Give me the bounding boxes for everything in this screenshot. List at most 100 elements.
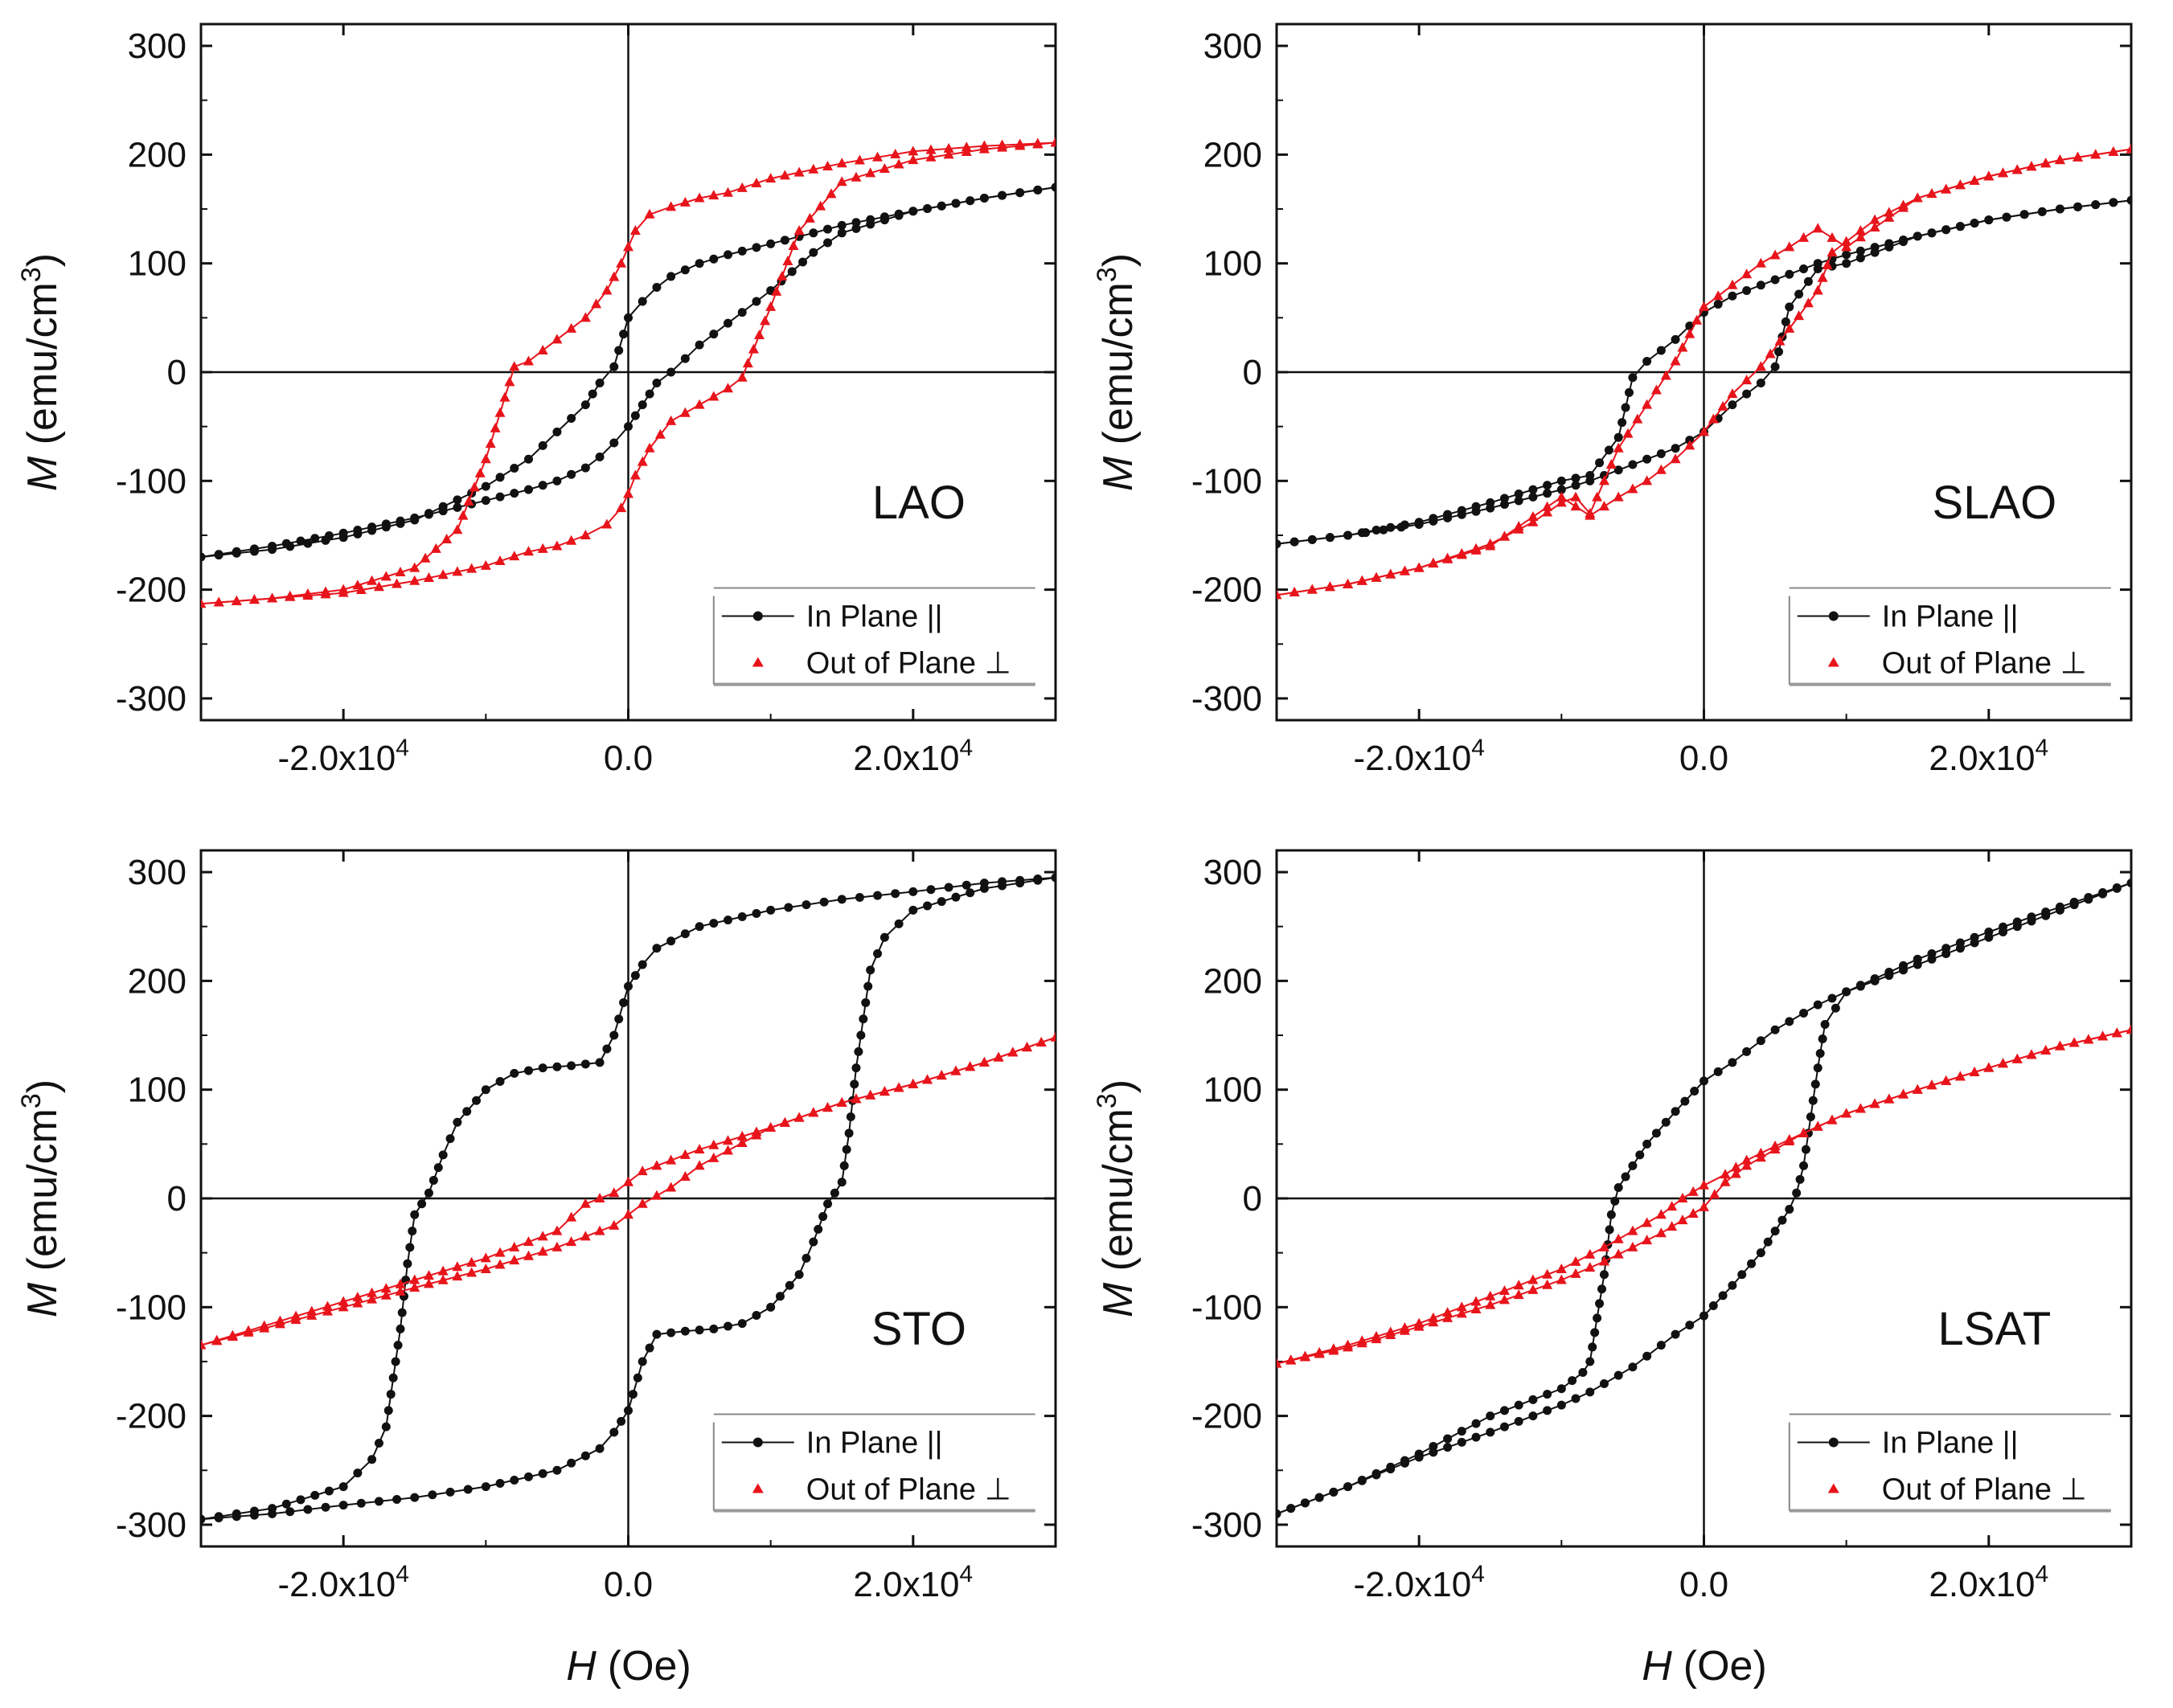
data-point-circle xyxy=(1680,1096,1690,1106)
data-point-triangle xyxy=(551,334,563,344)
data-point-circle xyxy=(1604,445,1613,455)
data-point-triangle xyxy=(494,407,506,417)
data-point-triangle xyxy=(1755,361,1766,371)
data-point-circle xyxy=(1314,1493,1324,1502)
x-tick-exponent: 4 xyxy=(960,1561,974,1587)
data-point-circle xyxy=(374,1497,383,1506)
data-point-circle xyxy=(624,981,633,991)
data-point-triangle xyxy=(494,1259,506,1269)
data-point-triangle xyxy=(1884,211,1895,222)
data-point-circle xyxy=(462,1107,472,1116)
panel-label: LSAT xyxy=(1938,1303,2052,1355)
data-point-circle xyxy=(666,936,676,946)
data-point-circle xyxy=(798,257,808,267)
data-point-triangle xyxy=(1812,285,1823,295)
y-tick-label: 300 xyxy=(1203,27,1262,66)
data-point-triangle xyxy=(1684,328,1695,338)
data-point-circle xyxy=(1543,1406,1552,1415)
data-point-circle xyxy=(724,915,733,925)
data-point-circle xyxy=(879,932,889,942)
data-point-triangle xyxy=(2011,1053,2023,1063)
data-point-triangle xyxy=(1670,453,1681,464)
data-point-circle xyxy=(523,1066,533,1075)
data-point-circle xyxy=(552,427,562,436)
data-point-circle xyxy=(232,1512,241,1522)
data-point-triangle xyxy=(1442,553,1453,563)
legend: In Plane || Out of Plane ⊥ xyxy=(1788,1413,2111,1513)
data-point-circle xyxy=(819,897,829,907)
data-point-triangle xyxy=(865,167,876,178)
data-point-circle xyxy=(495,473,505,482)
data-point-circle xyxy=(1642,356,1652,366)
data-point-triangle xyxy=(551,1241,563,1251)
data-point-triangle xyxy=(1869,1098,1880,1108)
data-point-triangle xyxy=(1784,1135,1795,1145)
y-axis-title: M (emu/cm3) xyxy=(1092,1079,1142,1317)
y-tick-label: 100 xyxy=(1203,244,1262,284)
data-point-circle xyxy=(1528,492,1538,502)
data-point-circle xyxy=(367,1455,377,1464)
data-point-triangle xyxy=(1613,442,1624,453)
data-point-circle xyxy=(1813,264,1822,273)
data-point-triangle xyxy=(352,1297,363,1308)
data-point-circle xyxy=(386,1390,396,1399)
data-point-triangle xyxy=(1007,1047,1019,1057)
data-point-circle xyxy=(787,267,797,276)
data-point-circle xyxy=(1708,1301,1718,1311)
panel-label: STO xyxy=(871,1303,966,1355)
data-point-triangle xyxy=(509,551,520,561)
data-point-circle xyxy=(979,883,989,893)
x-axis-title-italic: H xyxy=(566,1643,597,1690)
x-tick-label: -2.0x104 xyxy=(277,1561,408,1604)
y-tick-label: 200 xyxy=(1203,135,1262,174)
data-point-circle xyxy=(961,880,971,890)
data-point-circle xyxy=(1794,289,1804,299)
data-point-circle xyxy=(374,1438,383,1448)
data-point-triangle xyxy=(1677,1193,1688,1202)
data-point-triangle xyxy=(1613,1248,1624,1259)
y-tick-label: -200 xyxy=(1191,571,1262,610)
legend-in-plane-marker xyxy=(752,1437,763,1448)
data-point-circle xyxy=(1799,1009,1809,1018)
data-point-triangle xyxy=(765,173,777,183)
data-point-triangle xyxy=(788,240,799,251)
data-point-triangle xyxy=(457,510,469,520)
data-point-triangle xyxy=(1827,247,1838,257)
data-point-circle xyxy=(1685,1321,1695,1330)
data-point-circle xyxy=(1774,347,1784,357)
data-point-triangle xyxy=(1627,1241,1638,1251)
data-point-circle xyxy=(595,453,605,462)
data-point-circle xyxy=(1770,1025,1780,1034)
data-point-triangle xyxy=(666,201,677,211)
data-point-circle xyxy=(1371,525,1381,535)
data-point-triangle xyxy=(551,540,563,551)
data-point-triangle xyxy=(373,581,384,592)
data-point-circle xyxy=(510,1068,519,1078)
data-point-circle xyxy=(709,1324,719,1333)
data-point-triangle xyxy=(1822,259,1833,269)
data-point-triangle xyxy=(380,571,392,581)
data-point-circle xyxy=(595,1444,605,1453)
y-tick-label: 200 xyxy=(1203,961,1262,1001)
data-point-triangle xyxy=(1699,1179,1709,1190)
data-point-triangle xyxy=(629,225,641,236)
data-point-triangle xyxy=(1285,1354,1297,1365)
data-point-circle xyxy=(1870,248,1880,257)
data-point-triangle xyxy=(760,315,771,326)
data-point-circle xyxy=(1343,530,1353,540)
data-point-triangle xyxy=(651,1160,662,1170)
data-point-circle xyxy=(766,905,776,915)
data-point-triangle xyxy=(2108,145,2119,156)
data-point-circle xyxy=(1051,873,1056,883)
data-point-triangle xyxy=(1954,179,1966,190)
data-point-circle xyxy=(1777,1215,1787,1225)
data-point-triangle xyxy=(893,158,904,169)
data-point-triangle xyxy=(1371,571,1382,582)
data-point-triangle xyxy=(1741,1154,1753,1165)
x-tick-exponent: 4 xyxy=(960,735,974,761)
legend: In Plane || Out of Plane ⊥ xyxy=(712,1413,1035,1513)
data-point-circle xyxy=(424,1188,433,1198)
data-point-triangle xyxy=(1912,192,1923,203)
data-point-circle xyxy=(846,1112,855,1122)
data-point-triangle xyxy=(1717,400,1728,411)
